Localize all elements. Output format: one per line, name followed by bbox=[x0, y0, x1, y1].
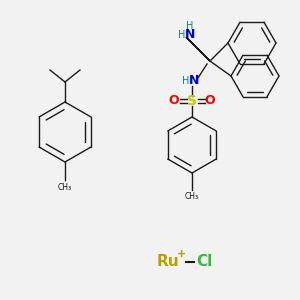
Text: +: + bbox=[177, 249, 187, 259]
Text: H: H bbox=[182, 76, 190, 86]
Text: CH₃: CH₃ bbox=[58, 183, 72, 192]
Text: N: N bbox=[185, 28, 195, 41]
Text: O: O bbox=[205, 94, 215, 107]
Text: S: S bbox=[187, 94, 197, 108]
Text: CH₃: CH₃ bbox=[185, 192, 199, 201]
Text: H: H bbox=[186, 21, 194, 31]
Text: O: O bbox=[169, 94, 179, 107]
Text: N: N bbox=[189, 74, 199, 88]
Text: H: H bbox=[178, 30, 186, 40]
Text: Ru: Ru bbox=[157, 254, 179, 269]
Polygon shape bbox=[186, 37, 210, 61]
Text: Cl: Cl bbox=[196, 254, 212, 269]
